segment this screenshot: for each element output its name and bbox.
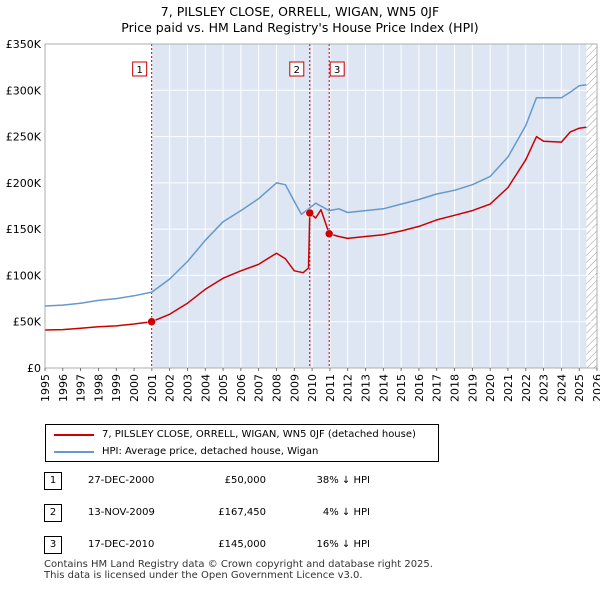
footer-line-2: This data is licensed under the Open Gov… xyxy=(44,570,363,581)
sale-row: 2 13-NOV-2009 £167,450 4% ↓ HPI xyxy=(44,504,464,522)
x-tick-label: 2016 xyxy=(413,374,426,402)
sale-number-badge: 2 xyxy=(44,504,62,522)
x-tick-label: 2006 xyxy=(235,374,248,402)
legend-label-property: 7, PILSLEY CLOSE, ORRELL, WIGAN, WN5 0JF… xyxy=(102,429,416,440)
x-tick-label: 2021 xyxy=(502,374,515,402)
sale-number-badge: 3 xyxy=(44,536,62,554)
sale-date: 13-NOV-2009 xyxy=(88,507,155,518)
y-tick-label: £150K xyxy=(6,223,42,236)
x-tick-label: 2012 xyxy=(342,374,355,402)
sale-price: £167,450 xyxy=(218,507,266,518)
x-tick-label: 2000 xyxy=(128,374,141,402)
x-tick-label: 2019 xyxy=(466,374,479,402)
y-tick-label: £300K xyxy=(6,84,42,97)
sale-label-text: 1 xyxy=(136,65,142,76)
legend-swatch-property xyxy=(54,434,94,436)
y-tick-label: £100K xyxy=(6,269,42,282)
sale-row: 3 17-DEC-2010 £145,000 16% ↓ HPI xyxy=(44,536,464,554)
sale-point xyxy=(324,229,334,239)
x-tick-label: 2015 xyxy=(395,374,408,402)
x-tick-label: 2013 xyxy=(360,374,373,402)
price-chart: 1 2 3 £0 £50K £100K £150K £200K £250K £300K £350K 1… xyxy=(6,38,600,402)
x-tick-label: 1999 xyxy=(110,374,123,402)
plot-border xyxy=(44,43,598,369)
x-tick-label: 2010 xyxy=(306,374,319,402)
x-tick-label: 2009 xyxy=(288,374,301,402)
sale-row: 1 27-DEC-2000 £50,000 38% ↓ HPI xyxy=(44,472,464,490)
sale-label-frame xyxy=(289,61,305,77)
legend: 7, PILSLEY CLOSE, ORRELL, WIGAN, WN5 0JF… xyxy=(45,424,439,462)
sale-price: £50,000 xyxy=(224,475,266,486)
legend-label-hpi: HPI: Average price, detached house, Wiga… xyxy=(102,446,319,457)
x-tick-label: 2014 xyxy=(377,374,390,402)
footer-line-1: Contains HM Land Registry data © Crown c… xyxy=(44,559,433,570)
sale-price: £145,000 xyxy=(218,539,266,550)
y-tick-label: £200K xyxy=(6,177,42,190)
x-tick-label: 2007 xyxy=(253,374,266,402)
sale-date: 27-DEC-2000 xyxy=(88,475,155,486)
sale-label-frame xyxy=(132,61,148,77)
x-tick-label: 2020 xyxy=(484,374,497,402)
x-tick-label: 1996 xyxy=(57,374,70,402)
y-tick-label: £350K xyxy=(6,38,42,51)
x-tick-label: 2022 xyxy=(520,374,533,402)
sale-label-text: 3 xyxy=(334,65,340,76)
footer-attribution: Contains HM Land Registry data © Crown c… xyxy=(44,559,433,581)
ownership-shade xyxy=(151,44,587,368)
sale-label-box: 1 xyxy=(132,61,148,77)
x-tick-label: 2002 xyxy=(164,374,177,402)
y-tick-label: £50K xyxy=(13,316,42,329)
x-tick-label: 1997 xyxy=(75,374,88,402)
hpi-series-line xyxy=(44,83,587,307)
sale-hpi-diff: 16% ↓ HPI xyxy=(316,539,370,550)
x-tick-label: 2026 xyxy=(591,374,600,402)
sale-label-box: 3 xyxy=(329,61,345,77)
title-line-2: Price paid vs. HM Land Registry's House … xyxy=(121,20,479,35)
x-tick-label: 2023 xyxy=(538,374,551,402)
x-tick-label: 2017 xyxy=(431,374,444,402)
x-tick-label: 2004 xyxy=(199,374,212,402)
sale-label-frame xyxy=(329,61,345,77)
x-tick-label: 2005 xyxy=(217,374,230,402)
x-tick-label: 2018 xyxy=(449,374,462,402)
legend-swatch-hpi xyxy=(54,451,94,453)
x-tick-label: 1995 xyxy=(39,374,52,402)
sale-point xyxy=(305,208,315,218)
x-tick-label: 2025 xyxy=(573,374,586,402)
property-series-line xyxy=(44,126,587,331)
x-tick-label: 1998 xyxy=(92,374,105,402)
x-tick-label: 2024 xyxy=(555,374,568,402)
sale-number-badge: 1 xyxy=(44,472,62,490)
sale-hpi-diff: 4% ↓ HPI xyxy=(322,507,370,518)
sale-label-text: 2 xyxy=(294,65,300,76)
sale-label-box: 2 xyxy=(289,61,305,77)
x-tick-label: 2003 xyxy=(181,374,194,402)
chart-title: 7, PILSLEY CLOSE, ORRELL, WIGAN, WN5 0JF… xyxy=(0,4,600,36)
x-tick-label: 2011 xyxy=(324,374,337,402)
x-tick-label: 2008 xyxy=(270,374,283,402)
y-tick-label: £0 xyxy=(27,362,41,375)
sale-point xyxy=(147,317,156,326)
x-tick-label: 2001 xyxy=(146,374,159,402)
sale-date: 17-DEC-2010 xyxy=(88,539,155,550)
y-tick-label: £250K xyxy=(6,131,42,144)
title-line-1: 7, PILSLEY CLOSE, ORRELL, WIGAN, WN5 0JF xyxy=(160,4,440,19)
sale-hpi-diff: 38% ↓ HPI xyxy=(316,475,370,486)
future-hatch xyxy=(586,44,597,368)
